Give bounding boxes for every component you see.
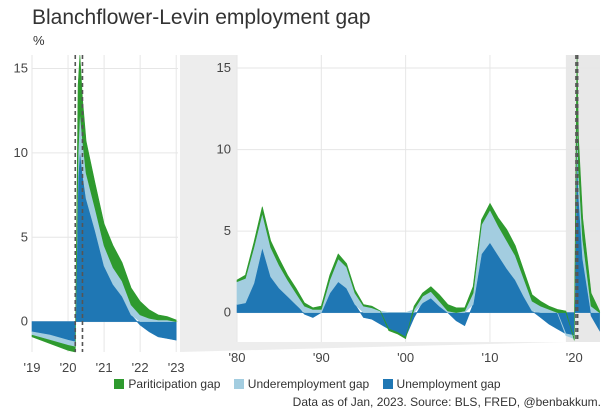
left-ytick-label-1: 5 [21, 229, 28, 244]
left-ytick-label-0: 0 [21, 314, 28, 329]
left-xtick-label-2: '21 [96, 360, 113, 375]
left-xtick-label-0: '19 [24, 360, 41, 375]
right-ytick-label-3: 15 [217, 60, 231, 75]
legend-swatch-underemployment [233, 379, 244, 389]
right-xtick-label-2: '00 [397, 350, 414, 365]
right-xtick-label-4: '20 [566, 350, 583, 365]
legend-label-participation: Pariticipation gap [128, 377, 221, 391]
right-xtick-label-3: '10 [481, 350, 498, 365]
legend-swatch-unemployment [382, 379, 393, 389]
chart-canvas: 0 5 10 15 '19 '20 '21 '22 '23 0 5 10 15 '80 '90 '00 '10 '… [14, 54, 601, 375]
left-xtick-label-1: '20 [60, 360, 77, 375]
left-xtick-label-3: '22 [132, 360, 149, 375]
right-xtick-label-0: '80 [229, 350, 246, 365]
legend-label-underemployment: Underemployment gap [247, 377, 370, 391]
legend: Pariticipation gap Underemployment gap U… [0, 377, 615, 391]
legend-item-unemployment[interactable]: Unemployment gap [382, 377, 501, 391]
legend-item-underemployment[interactable]: Underemployment gap [233, 377, 370, 391]
legend-item-participation[interactable]: Pariticipation gap [114, 377, 220, 391]
source-note: Data as of Jan, 2023. Source: BLS, FRED,… [292, 395, 601, 409]
right-area-participation [236, 54, 600, 341]
y-axis-unit: % [33, 33, 45, 48]
left-xtick-label-4: '23 [168, 360, 185, 375]
right-ytick-label-1: 5 [224, 223, 231, 238]
right-xtick-label-1: '90 [313, 350, 330, 365]
legend-swatch-participation [114, 379, 125, 389]
right-ytick-label-2: 10 [217, 142, 231, 157]
left-ytick-label-3: 15 [14, 61, 28, 76]
left-ytick-label-2: 10 [14, 145, 28, 160]
chart-title: Blanchflower-Levin employment gap [32, 6, 371, 29]
right-ytick-label-0: 0 [224, 305, 231, 320]
legend-label-unemployment: Unemployment gap [396, 377, 501, 391]
